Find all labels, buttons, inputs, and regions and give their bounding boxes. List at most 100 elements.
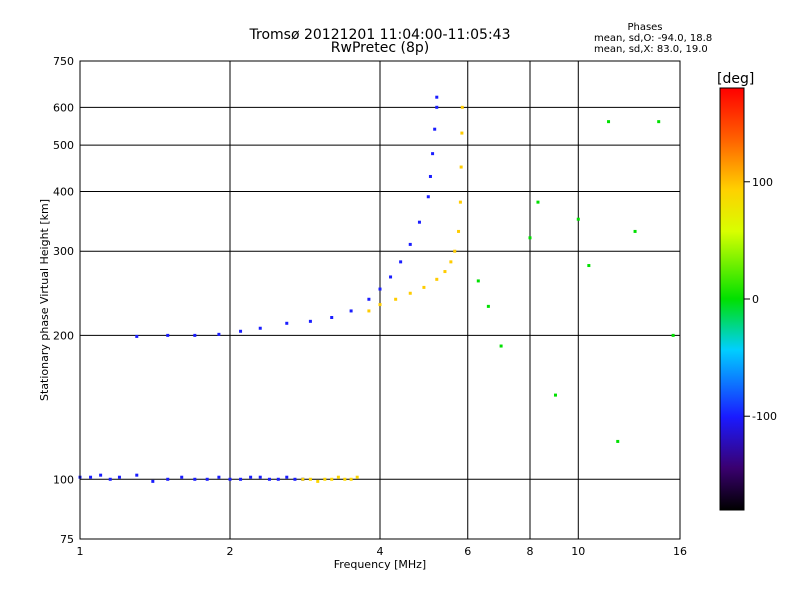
- data-point: [166, 477, 170, 481]
- data-point: [417, 220, 421, 224]
- x-tick-label: 8: [527, 545, 534, 558]
- data-point: [151, 479, 155, 483]
- data-point: [239, 477, 243, 481]
- data-point: [633, 229, 637, 233]
- x-tick-label: 16: [673, 545, 687, 558]
- y-tick-label: 600: [53, 101, 74, 114]
- colorbar: [719, 87, 745, 511]
- y-tick-label: 400: [53, 185, 74, 198]
- data-point: [378, 287, 382, 291]
- data-point: [499, 344, 503, 348]
- data-point: [301, 477, 305, 481]
- data-point: [378, 303, 382, 307]
- data-point: [435, 277, 439, 281]
- y-tick-label: 500: [53, 139, 74, 152]
- data-point: [217, 332, 221, 336]
- data-point: [336, 475, 340, 479]
- data-point: [193, 333, 197, 337]
- data-point: [308, 477, 312, 481]
- data-point: [205, 477, 209, 481]
- data-point: [355, 475, 359, 479]
- data-point: [536, 200, 540, 204]
- x-tick-label: 6: [464, 545, 471, 558]
- data-point: [408, 242, 412, 246]
- y-axis-label: Stationary phase Virtual Height [km]: [38, 199, 51, 401]
- y-tick-label: 300: [53, 245, 74, 258]
- data-point: [308, 319, 312, 323]
- grid-lines: [79, 60, 681, 540]
- colorbar-ticks: 100 0 -100: [744, 176, 777, 423]
- colorbar-label: [deg]: [717, 71, 754, 87]
- data-point: [408, 291, 412, 295]
- data-point: [285, 321, 289, 325]
- data-point: [426, 195, 430, 199]
- data-point: [435, 105, 439, 109]
- data-point: [576, 217, 580, 221]
- x-tick-label: 2: [227, 545, 234, 558]
- data-point: [316, 479, 320, 483]
- chart-subtitle: RwPretec (8p): [331, 40, 429, 56]
- data-point: [323, 477, 327, 481]
- data-point: [89, 475, 93, 479]
- data-point: [460, 105, 464, 109]
- data-point: [217, 475, 221, 479]
- data-point: [435, 95, 439, 99]
- x-tick-label: 1: [77, 545, 84, 558]
- data-point: [343, 477, 347, 481]
- phases-header: Phases: [627, 22, 662, 33]
- data-point: [476, 279, 480, 283]
- data-point: [428, 174, 432, 178]
- data-point: [285, 475, 289, 479]
- data-point: [671, 333, 675, 337]
- data-point: [422, 285, 426, 289]
- data-point: [258, 326, 262, 330]
- y-tick-label: 200: [53, 329, 74, 342]
- data-point: [486, 304, 490, 308]
- data-point: [330, 315, 334, 319]
- y-tick-label: 100: [53, 473, 74, 486]
- data-point: [587, 264, 591, 268]
- x-tick-labels: 1 2 4 6 8 10 16: [77, 545, 688, 558]
- data-point: [389, 275, 393, 279]
- data-point: [399, 260, 403, 264]
- data-point: [528, 236, 532, 240]
- data-point: [330, 477, 334, 481]
- data-point: [276, 477, 280, 481]
- data-point: [553, 393, 557, 397]
- data-point: [228, 477, 232, 481]
- data-point: [349, 477, 353, 481]
- data-point: [607, 120, 611, 124]
- data-point: [367, 297, 371, 301]
- data-point: [457, 229, 461, 233]
- data-point: [135, 334, 139, 338]
- colorbar-tick-label: -100: [752, 410, 777, 423]
- y-tick-labels: 75 100 200 300 400 500 600 750: [53, 55, 74, 546]
- data-point: [180, 475, 184, 479]
- y-tick-label: 75: [60, 533, 74, 546]
- x-tick-label: 4: [377, 545, 384, 558]
- x-axis-label: Frequency [MHz]: [334, 558, 426, 571]
- data-point: [108, 477, 112, 481]
- data-point: [458, 200, 462, 204]
- data-points: [78, 95, 675, 483]
- data-point: [394, 297, 398, 301]
- phase-x-stats: mean, sd,X: 83.0, 19.0: [594, 44, 708, 55]
- phase-o-stats: mean, sd,O: -94.0, 18.8: [594, 33, 712, 44]
- y-tick-label: 750: [53, 55, 74, 68]
- colorbar-tick-label: 0: [752, 293, 759, 306]
- data-point: [657, 120, 661, 124]
- data-point: [239, 329, 243, 333]
- data-point: [193, 477, 197, 481]
- data-point: [431, 152, 435, 156]
- data-point: [117, 475, 121, 479]
- plot-frame: [79, 60, 681, 540]
- data-point: [459, 165, 463, 169]
- data-point: [267, 477, 271, 481]
- data-point: [453, 249, 457, 253]
- data-point: [433, 127, 437, 131]
- data-point: [166, 333, 170, 337]
- data-point: [367, 309, 371, 313]
- data-point: [249, 475, 253, 479]
- x-tick-label: 10: [571, 545, 585, 558]
